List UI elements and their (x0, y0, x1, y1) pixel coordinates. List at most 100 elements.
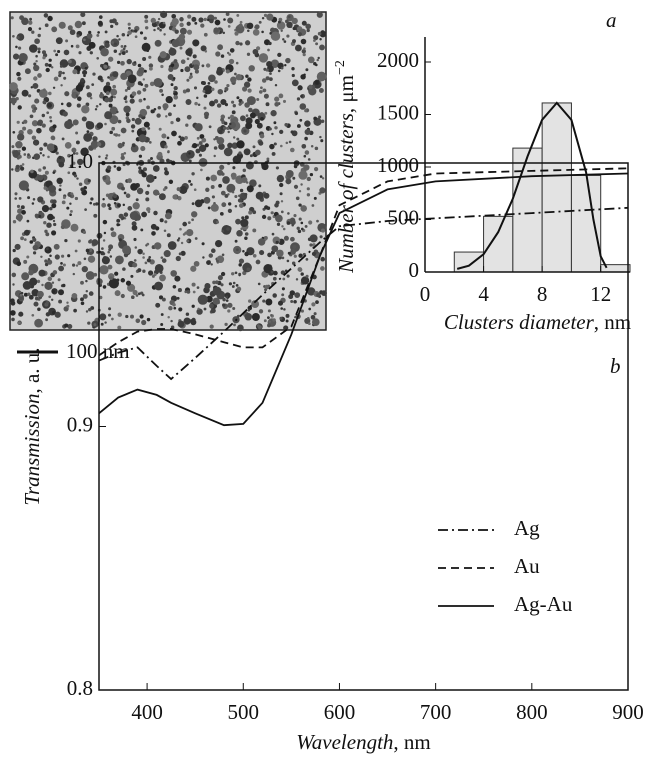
particle (44, 229, 48, 234)
particle (137, 292, 141, 296)
particle (242, 168, 247, 173)
particle (51, 289, 55, 294)
particle (285, 141, 289, 145)
particle (174, 29, 179, 34)
particle (95, 202, 99, 206)
particle (121, 32, 126, 37)
particle (214, 80, 218, 84)
particle (230, 114, 234, 119)
particle (191, 16, 197, 22)
particle (126, 86, 131, 91)
particle (305, 258, 309, 261)
particle (65, 39, 69, 43)
particle (244, 236, 248, 240)
particle (240, 100, 244, 104)
particle (245, 122, 253, 130)
particle (97, 31, 100, 34)
particle (11, 272, 17, 278)
particle (50, 66, 54, 69)
x-tick-label: 0 (420, 282, 431, 306)
particle (270, 59, 280, 68)
particle (37, 73, 42, 78)
particle (236, 96, 240, 100)
particle (135, 294, 139, 297)
particle (270, 313, 273, 317)
particle (120, 278, 126, 283)
particle (313, 39, 316, 42)
particle (31, 30, 35, 34)
particle (57, 49, 61, 54)
particle (58, 74, 62, 78)
particle (69, 29, 76, 36)
particle (61, 137, 65, 141)
particle (267, 216, 272, 221)
particle (281, 287, 285, 291)
particle (306, 187, 310, 191)
particle (62, 263, 66, 267)
particle (47, 213, 54, 221)
particle (60, 84, 63, 87)
particle (255, 191, 264, 200)
particle (191, 282, 196, 287)
particle (211, 87, 215, 92)
particle (284, 63, 287, 67)
particle (17, 149, 21, 153)
particle (246, 22, 254, 30)
particle (234, 31, 239, 36)
particle (300, 276, 310, 285)
particle (186, 149, 195, 159)
particle (88, 30, 92, 34)
particle (231, 191, 235, 194)
particle (28, 294, 34, 300)
particle (42, 166, 46, 170)
particle (113, 95, 116, 99)
particle (154, 242, 162, 250)
particle (180, 241, 184, 245)
particle (279, 129, 284, 135)
bar (512, 147, 543, 273)
particle (139, 31, 144, 35)
particle (21, 210, 26, 215)
particle (81, 265, 88, 273)
particle (280, 210, 284, 214)
particle (110, 231, 117, 238)
particle (46, 102, 53, 108)
particle (80, 147, 89, 157)
particle (295, 196, 300, 201)
particle (226, 51, 230, 55)
particle (297, 229, 302, 234)
particle (121, 186, 125, 191)
axis-label-part: , nm (393, 730, 430, 754)
particle (171, 39, 180, 48)
particle (194, 21, 198, 25)
particle (97, 75, 103, 81)
particle (176, 187, 181, 192)
particle (298, 203, 302, 207)
particle (56, 177, 63, 185)
particle (138, 134, 147, 143)
particle (142, 167, 148, 172)
particle (54, 254, 60, 260)
particle (62, 111, 68, 117)
particle (167, 112, 172, 117)
particle (18, 196, 22, 200)
particle (38, 214, 42, 218)
axis-label-part: Number of clusters (334, 113, 358, 274)
particle (306, 317, 310, 320)
particle (85, 279, 88, 283)
particle (278, 93, 284, 99)
particle (107, 250, 111, 254)
particle (276, 174, 285, 183)
particle (180, 68, 184, 73)
particle (75, 44, 80, 49)
particle (58, 155, 62, 160)
particle (37, 307, 41, 312)
particle (85, 310, 89, 313)
particle (58, 161, 65, 168)
particle (207, 18, 210, 22)
particle (221, 172, 225, 176)
particle (102, 219, 108, 225)
particle (286, 259, 290, 263)
particle (101, 247, 104, 250)
particle (201, 137, 207, 143)
